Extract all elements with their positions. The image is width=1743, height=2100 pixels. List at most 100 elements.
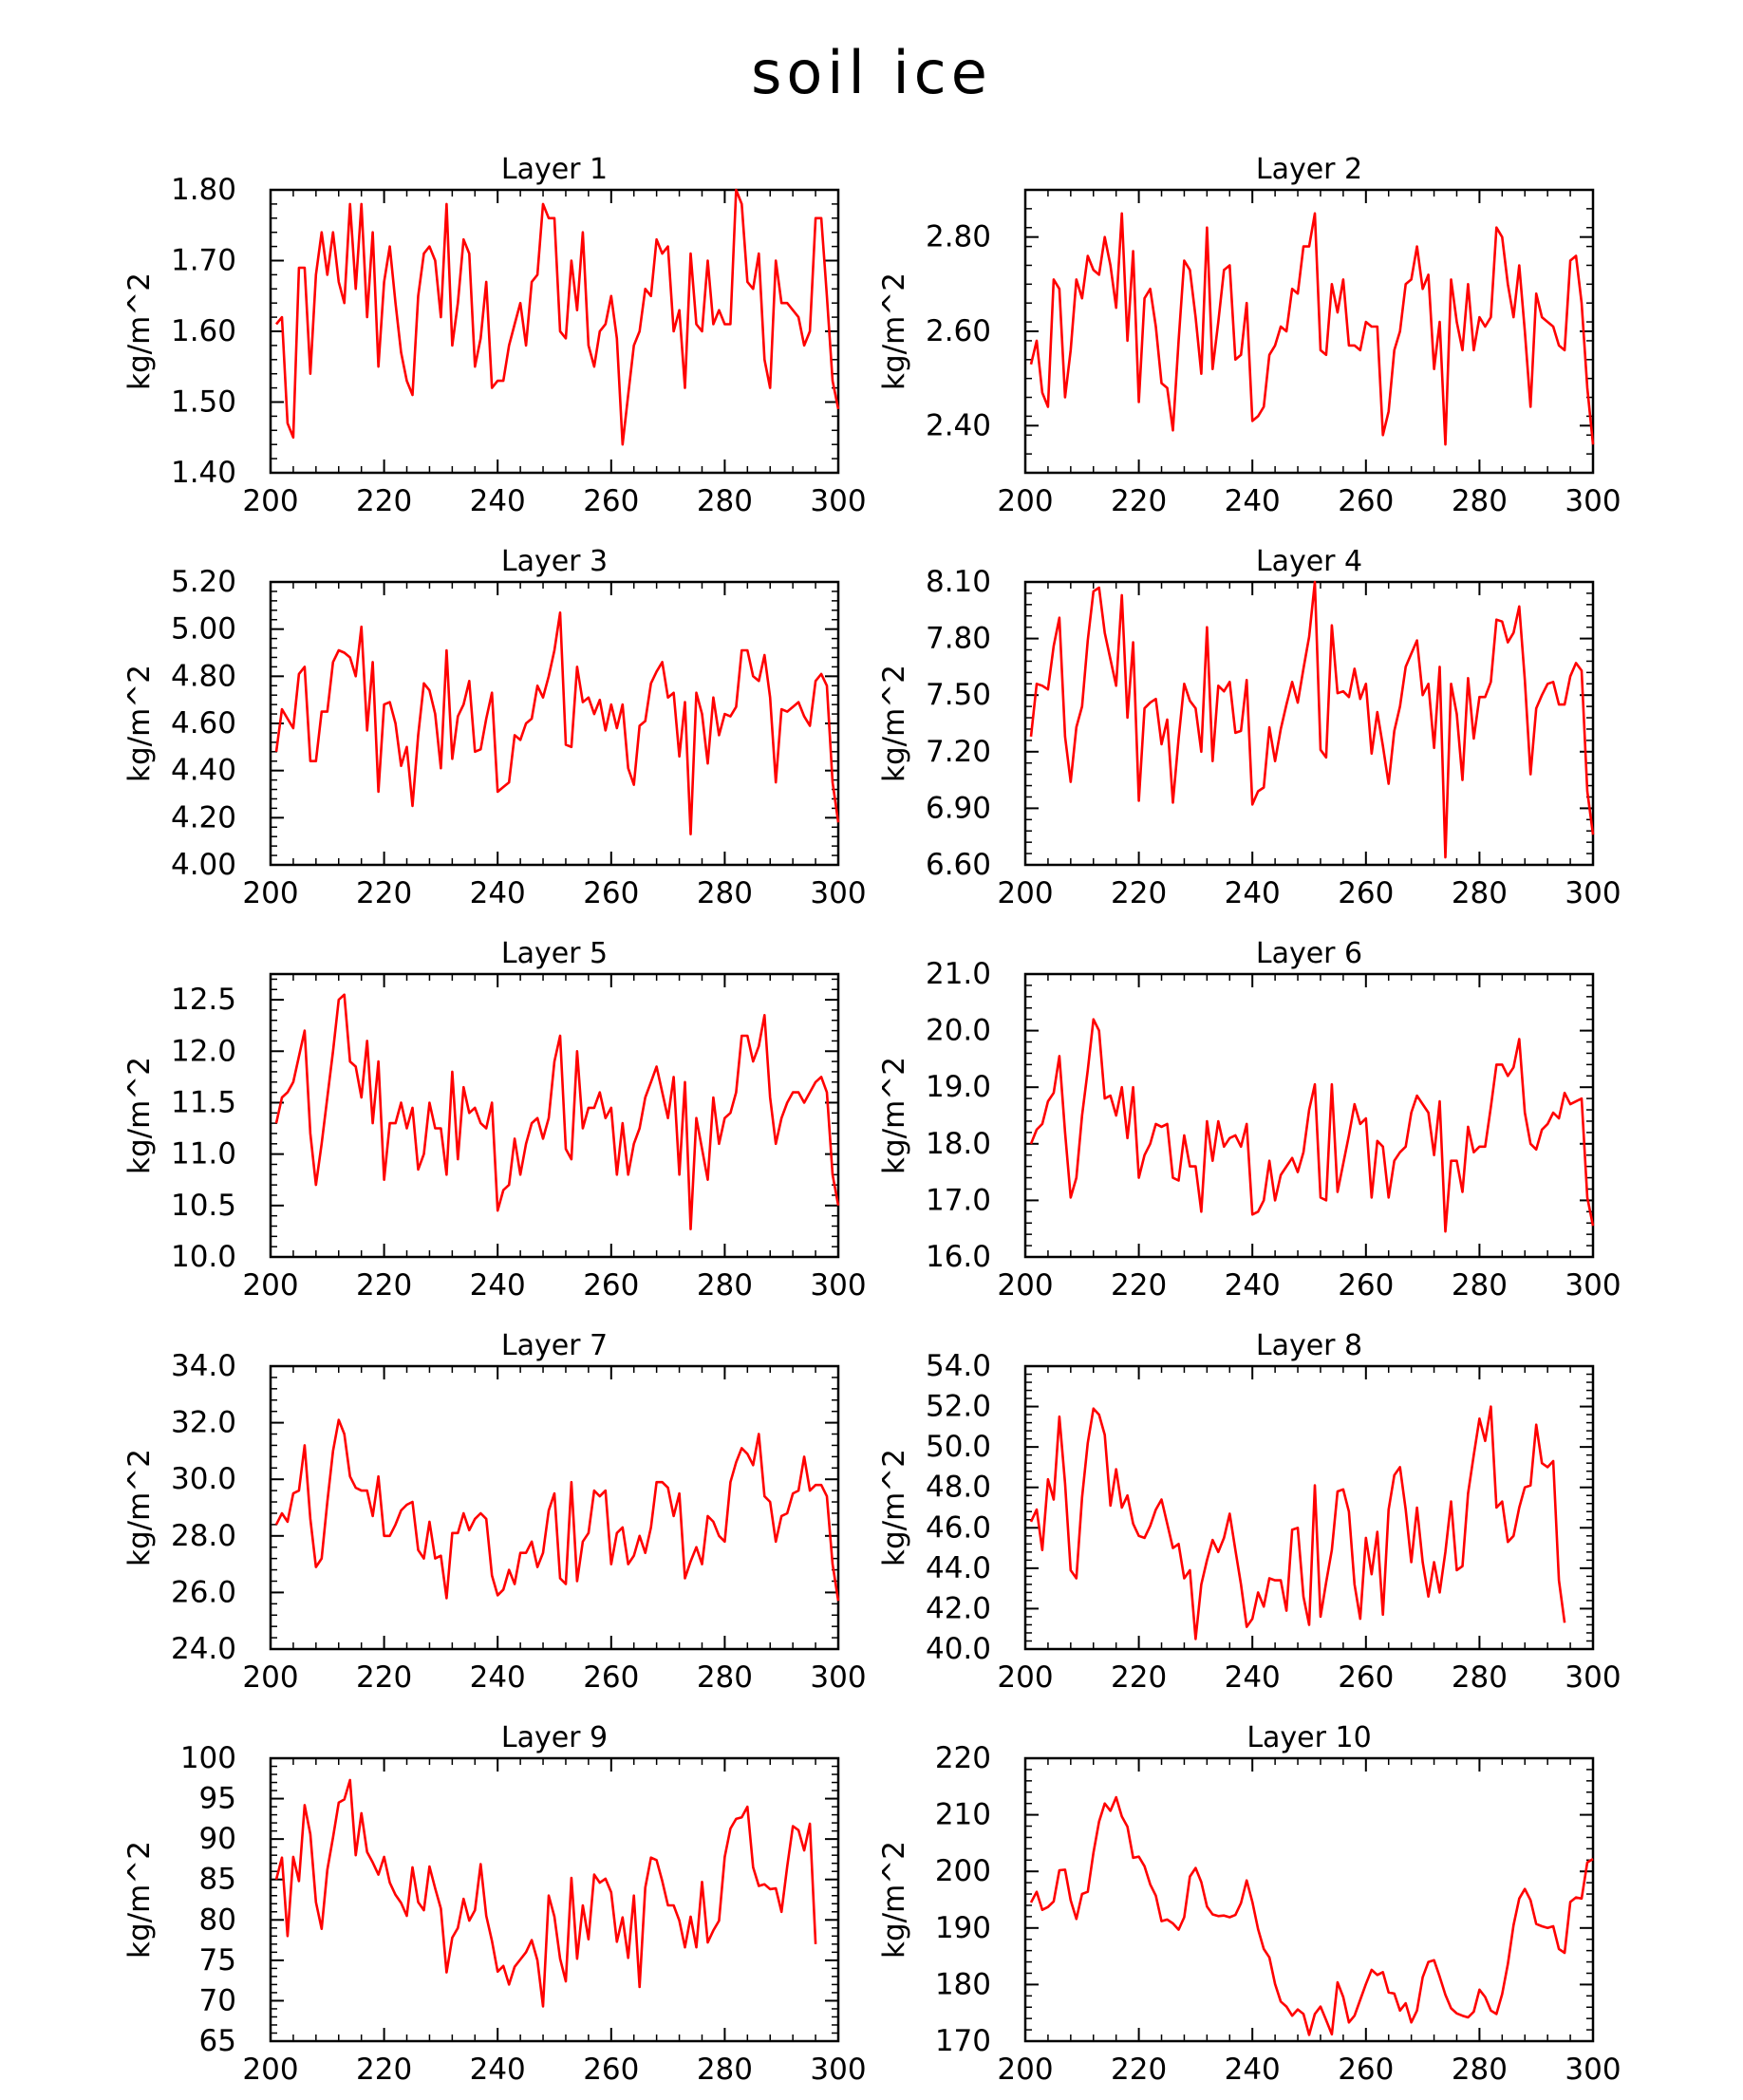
y-tick-label: 30.0: [171, 1462, 236, 1496]
x-tick-label: 260: [583, 484, 639, 518]
y-tick-label: 50.0: [926, 1430, 991, 1464]
x-tick-label: 300: [1565, 1268, 1621, 1303]
y-tick-label: 180: [935, 1967, 991, 2001]
x-tick-label: 220: [356, 2053, 412, 2087]
series-line: [1029, 1795, 1594, 2036]
x-tick-label: 240: [470, 876, 526, 910]
plot-frame: [1023, 972, 1595, 1259]
x-tick-label: 260: [1338, 484, 1394, 518]
x-tick-label: 240: [1225, 876, 1281, 910]
y-tick-label: 4.40: [171, 754, 236, 788]
panel-1: Layer 1 200 220 240 260 280 300 1.40 1.50 1.60 1.7…: [122, 153, 867, 518]
x-tick-label: 240: [470, 484, 526, 518]
x-tick-label: 240: [1225, 484, 1281, 518]
y-tick-label: 5.20: [171, 565, 236, 599]
y-tick-label: 85: [199, 1863, 236, 1897]
plot-frame: [269, 1756, 840, 2043]
panel-title: Layer 9: [501, 1721, 608, 1754]
y-tick-label: 6.90: [926, 791, 991, 825]
x-tick-label: 300: [1565, 876, 1621, 910]
y-tick-label: 210: [935, 1798, 991, 1832]
y-tick-label: 20.0: [926, 1014, 991, 1048]
panel-title: Layer 10: [1246, 1721, 1371, 1754]
x-tick-label: 200: [242, 1268, 298, 1303]
x-tick-label: 200: [997, 1660, 1053, 1695]
panel-6: Layer 6 200 220 240 260 280 300 16.0 17.0 18.0 19.…: [877, 937, 1621, 1303]
x-tick-label: 280: [697, 484, 753, 518]
x-tick-label: 260: [583, 1660, 639, 1695]
x-tick-label: 300: [810, 2053, 866, 2087]
y-tick-label: 5.00: [171, 612, 236, 647]
x-tick-label: 220: [1111, 484, 1167, 518]
x-tick-label: 220: [1111, 876, 1167, 910]
y-tick-label: 2.80: [926, 220, 991, 254]
x-tick-label: 200: [997, 484, 1053, 518]
y-tick-label: 12.0: [171, 1034, 236, 1068]
x-tick-label: 300: [810, 1660, 866, 1695]
y-axis-label: kg/m^2: [122, 1057, 157, 1174]
x-tick-label: 220: [356, 1660, 412, 1695]
x-tick-label: 240: [470, 1268, 526, 1303]
x-tick-label: 260: [1338, 1660, 1394, 1695]
y-tick-label: 6.60: [926, 848, 991, 882]
panel-5: Layer 5 200 220 240 260 280 300 10.0 10.5 11.0 11.…: [122, 937, 867, 1303]
series-line: [274, 993, 840, 1230]
y-tick-label: 17.0: [926, 1183, 991, 1217]
y-tick-label: 21.0: [926, 957, 991, 991]
plot-frame: [1023, 1364, 1595, 1651]
y-axis-label: kg/m^2: [877, 1841, 911, 1959]
plot-frame: [269, 1364, 840, 1651]
x-tick-label: 260: [1338, 1268, 1394, 1303]
x-tick-label: 240: [470, 1660, 526, 1695]
y-tick-label: 1.40: [171, 456, 236, 490]
y-tick-label: 11.0: [171, 1137, 236, 1172]
main-title: soil ice: [751, 38, 992, 107]
y-tick-label: 11.5: [171, 1085, 236, 1119]
series-line: [274, 1418, 840, 1602]
y-tick-label: 46.0: [926, 1510, 991, 1545]
y-tick-label: 26.0: [171, 1575, 236, 1609]
y-tick-label: 100: [180, 1741, 236, 1775]
y-tick-label: 19.0: [926, 1070, 991, 1104]
y-tick-label: 75: [199, 1943, 236, 1978]
panel-2: Layer 2 200 220 240 260 280 300 2.40 2.60 2.80 kg/…: [877, 153, 1621, 518]
x-tick-label: 280: [697, 876, 753, 910]
y-tick-label: 52.0: [926, 1390, 991, 1424]
x-tick-label: 200: [242, 2053, 298, 2087]
x-tick-label: 280: [697, 1268, 753, 1303]
y-tick-label: 40.0: [926, 1632, 991, 1666]
y-tick-label: 10.0: [171, 1240, 236, 1274]
y-tick-label: 44.0: [926, 1551, 991, 1585]
y-axis-label: kg/m^2: [877, 665, 911, 782]
x-tick-label: 220: [356, 876, 412, 910]
y-tick-label: 7.50: [926, 678, 991, 712]
x-tick-label: 280: [697, 1660, 753, 1695]
y-axis-label: kg/m^2: [122, 665, 157, 782]
x-tick-label: 220: [1111, 1660, 1167, 1695]
y-tick-label: 8.10: [926, 565, 991, 599]
x-tick-label: 280: [1452, 2053, 1508, 2087]
plot-frame: [269, 972, 840, 1259]
x-tick-label: 240: [1225, 1660, 1281, 1695]
y-tick-label: 1.60: [171, 314, 236, 348]
panel-title: Layer 2: [1256, 153, 1362, 186]
y-tick-label: 1.50: [171, 385, 236, 420]
x-tick-label: 200: [242, 876, 298, 910]
x-tick-label: 220: [356, 1268, 412, 1303]
y-tick-label: 12.5: [171, 983, 236, 1017]
x-tick-label: 200: [997, 1268, 1053, 1303]
y-tick-label: 80: [199, 1903, 236, 1937]
y-tick-label: 28.0: [171, 1519, 236, 1553]
series-line: [274, 188, 840, 446]
y-tick-label: 190: [935, 1911, 991, 1945]
x-tick-label: 220: [1111, 1268, 1167, 1303]
series-line: [1029, 1018, 1595, 1233]
panel-title: Layer 5: [501, 937, 608, 970]
y-tick-label: 4.60: [171, 706, 236, 741]
x-tick-label: 260: [1338, 876, 1394, 910]
panel-title: Layer 6: [1256, 937, 1362, 970]
y-tick-label: 200: [935, 1854, 991, 1888]
y-tick-label: 24.0: [171, 1632, 236, 1666]
series-line: [1029, 212, 1595, 446]
